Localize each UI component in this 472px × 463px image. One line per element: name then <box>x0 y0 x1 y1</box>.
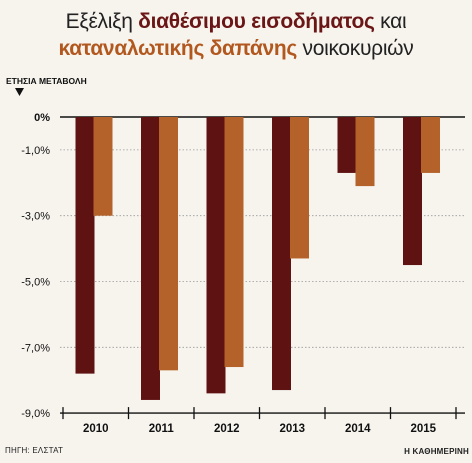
gridlines <box>60 116 465 348</box>
x-tick-label: 2014 <box>345 423 371 435</box>
publisher-brand: Η ΚΑΘΗΜΕΡΙΝΗ <box>404 447 469 456</box>
y-axis-arrow-icon <box>15 88 24 96</box>
x-tick-label: 2013 <box>279 423 305 435</box>
bar-2011-series-2 <box>159 117 178 371</box>
y-tick-label: -7,0% <box>21 342 50 354</box>
bar-2012-series-1 <box>206 117 226 394</box>
y-tick-label: 0% <box>34 112 50 124</box>
title-part-3: νοικοκυριών <box>296 37 414 60</box>
x-tick-label: 2011 <box>149 423 175 435</box>
y-tick-label: -3,0% <box>21 211 50 223</box>
bars <box>75 117 440 400</box>
y-tick-label: -5,0% <box>21 277 50 289</box>
title-part-1: Εξέλιξη <box>65 10 139 33</box>
y-axis-label: ΕΤΗΣΙΑ ΜΕΤΑΒΟΛΗ <box>6 76 87 86</box>
bar-2015-series-2 <box>421 117 440 173</box>
bar-2015-series-1 <box>403 117 422 266</box>
bar-2011-series-1 <box>141 117 160 400</box>
y-tick-label: -9,0% <box>21 408 50 420</box>
title-part-2: και <box>374 10 407 33</box>
y-tick-label: -1,0% <box>21 145 50 157</box>
title-highlight-income: διαθέσιμου εισοδήματος <box>138 10 375 33</box>
source-note: ΠΗΓΗ: ΕΛΣΤΑΤ <box>5 446 64 455</box>
bar-2010-series-1 <box>75 117 95 374</box>
x-tick-label: 2012 <box>214 423 240 435</box>
x-tick-label: 2010 <box>83 423 109 435</box>
bar-2013-series-2 <box>290 117 309 259</box>
bar-2014-series-2 <box>355 117 375 187</box>
title-line-2: καταναλωτικής δαπάνης νοικοκυριών <box>0 35 472 62</box>
bar-2012-series-2 <box>224 117 244 368</box>
bar-2010-series-2 <box>93 117 113 216</box>
title-line-1: Εξέλιξη διαθέσιμου εισοδήματος και <box>0 8 472 35</box>
chart-title: Εξέλιξη διαθέσιμου εισοδήματος και καταν… <box>0 8 472 62</box>
bar-2014-series-1 <box>337 117 357 173</box>
y-tick-labels: 0% -1,0% -3,0% -5,0% -7,0% -9,0% <box>21 112 50 420</box>
x-tick-labels: 2010 2011 2012 2013 2014 2015 <box>83 423 437 435</box>
bar-2013-series-1 <box>272 117 291 391</box>
x-axis <box>60 407 465 420</box>
title-highlight-spending: καταναλωτικής δαπάνης <box>58 37 298 60</box>
x-tick-label: 2015 <box>410 423 436 435</box>
